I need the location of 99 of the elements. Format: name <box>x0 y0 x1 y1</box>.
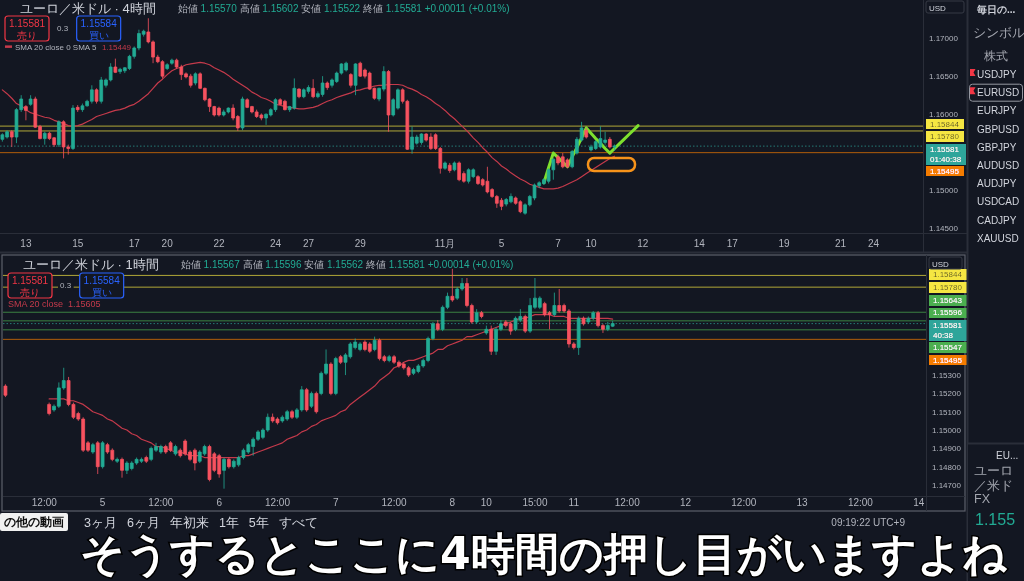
x-tick-label: 13 <box>20 238 32 249</box>
text: EU... <box>996 450 1019 461</box>
ref-line-label: 1.15844 <box>933 270 963 280</box>
legend-label: SMA 20 close 0 SMA 5 <box>15 43 97 52</box>
annotation: 1.15584 買い <box>80 17 118 41</box>
text: シンボル <box>973 26 1024 40</box>
ref-line-label: 1.15596 <box>933 308 963 318</box>
x-tick-label: 6 <box>216 497 223 508</box>
x-tick-label: 21 <box>835 238 847 249</box>
text: 6ヶ月 <box>126 516 160 530</box>
x-tick-label: 14 <box>913 497 925 508</box>
text: USDCAD <box>977 196 1020 208</box>
x-tick-label: 12 <box>637 238 649 249</box>
y-axis-title: USD <box>929 3 947 13</box>
x-tick-label: 15:00 <box>522 497 548 508</box>
x-tick-label: 13 <box>796 497 809 508</box>
x-tick-label: 22 <box>213 238 225 249</box>
y-tick-label: 1.15000 <box>929 186 959 196</box>
text: ユーロ／米ド <box>974 464 1013 493</box>
ref-line-label: 1.15780 <box>933 283 963 292</box>
text: AUDJPY <box>977 178 1017 190</box>
x-tick-label: 12:00 <box>847 497 874 508</box>
ref-line-label: 1.15547 <box>933 342 963 352</box>
text: 株式 <box>983 49 1008 63</box>
y-tick-label: 1.17000 <box>929 34 959 44</box>
text: 5年 <box>248 516 269 530</box>
chart-title: ユーロ／米ドル · 4時間 <box>20 1 156 16</box>
text: GBPJPY <box>977 141 1017 153</box>
text: 始値 1.15570 高値 1.15602 安値 1.15522 終値 1.15581 +0.00011 (+0.01%) <box>177 3 510 14</box>
x-tick-label: 12 <box>679 497 692 508</box>
text: 始値 1.15567 高値 1.15596 安値 1.15562 終値 1.15581 +0.00014 (+0.01%) <box>180 259 514 270</box>
x-tick-label: 17 <box>128 238 141 249</box>
x-tick-label: 11 <box>568 497 580 508</box>
x-tick-label: 24 <box>867 238 880 249</box>
text: すべて <box>278 516 318 530</box>
text: の他の動画 <box>4 515 64 529</box>
x-tick-label: 29 <box>354 238 367 249</box>
x-tick-label: 17 <box>726 238 739 249</box>
ref-line-label: 1.15780 <box>930 132 960 142</box>
text: USDJPY <box>977 69 1017 80</box>
x-tick-label: 24 <box>269 238 282 249</box>
text: GBPUSD <box>977 123 1020 135</box>
x-tick-label: 10 <box>585 238 597 249</box>
x-tick-label: 12:00 <box>148 497 174 508</box>
y-tick-label: 1.16500 <box>929 72 959 82</box>
text: 毎日の... <box>976 4 1016 15</box>
annotation: 0.3 <box>60 281 72 290</box>
text: EURUSD <box>977 87 1020 99</box>
x-tick-label: 12:00 <box>381 497 408 508</box>
x-tick-label: 7 <box>555 238 562 249</box>
x-tick-label: 12:00 <box>264 497 291 508</box>
x-tick-label: 11月 <box>434 238 456 249</box>
text: AUDUSD <box>977 160 1020 171</box>
y-tick-label: 1.15300 <box>932 371 962 381</box>
text: 09:19:22 UTC+9 <box>831 517 906 528</box>
y-tick-label: 1.14500 <box>929 224 959 234</box>
text: 3ヶ月 <box>84 516 117 530</box>
text: SMA 20 close <box>8 299 64 309</box>
annotation: 1.15605 <box>68 299 101 309</box>
x-tick-label: 5 <box>99 497 106 508</box>
x-tick-label: 5 <box>498 238 505 249</box>
annotation: 1.15449 <box>101 43 132 52</box>
x-tick-label: 7 <box>332 497 339 508</box>
y-tick-label: 1.15100 <box>932 407 962 417</box>
y-tick-label: 1.14900 <box>932 444 962 454</box>
annotation: 1.15581 売り <box>8 17 46 41</box>
text: 1年 <box>218 516 239 530</box>
text: 年初来 <box>169 516 209 530</box>
annotation: 1.15584 買い <box>83 274 121 298</box>
x-tick-label: 12:00 <box>731 497 757 508</box>
y-tick-label: 1.15000 <box>932 426 962 436</box>
ref-line-label: 1.15495 <box>930 166 960 176</box>
x-tick-label: 14 <box>693 238 706 249</box>
annotation: 1.15581 売り <box>11 274 49 298</box>
text: FX <box>974 492 991 506</box>
y-tick-label: 1.14700 <box>932 481 962 491</box>
x-tick-label: 15 <box>72 238 84 249</box>
text: XAUUSD <box>977 232 1019 244</box>
y-axis-title: USD <box>932 259 950 269</box>
chart-title: ユーロ／米ドル · 1時間 <box>23 257 159 272</box>
y-tick-label: 1.16000 <box>929 110 959 120</box>
ref-line-label: 1.15495 <box>933 355 963 365</box>
x-tick-label: 10 <box>480 497 493 508</box>
x-tick-label: 12:00 <box>31 497 58 508</box>
x-tick-label: 27 <box>302 238 315 249</box>
text: CADJPY <box>977 214 1017 226</box>
annotation: 0.3 <box>57 24 69 33</box>
x-tick-label: 20 <box>161 238 174 249</box>
y-tick-label: 1.14800 <box>932 462 962 472</box>
ref-line-label: 1.15844 <box>930 119 960 129</box>
x-tick-label: 8 <box>449 497 456 508</box>
text: EURJPY <box>977 105 1017 117</box>
text: 1.155 <box>975 511 1016 528</box>
y-tick-label: 1.15200 <box>932 389 962 399</box>
ref-line-label: 1.15643 <box>933 295 963 305</box>
ref-line-label: 1.15581 01:40:38 <box>930 144 962 164</box>
x-tick-label: 19 <box>778 238 791 249</box>
x-tick-label: 12:00 <box>614 497 641 508</box>
ref-line-label: 1.15581 40:38 <box>933 321 963 340</box>
